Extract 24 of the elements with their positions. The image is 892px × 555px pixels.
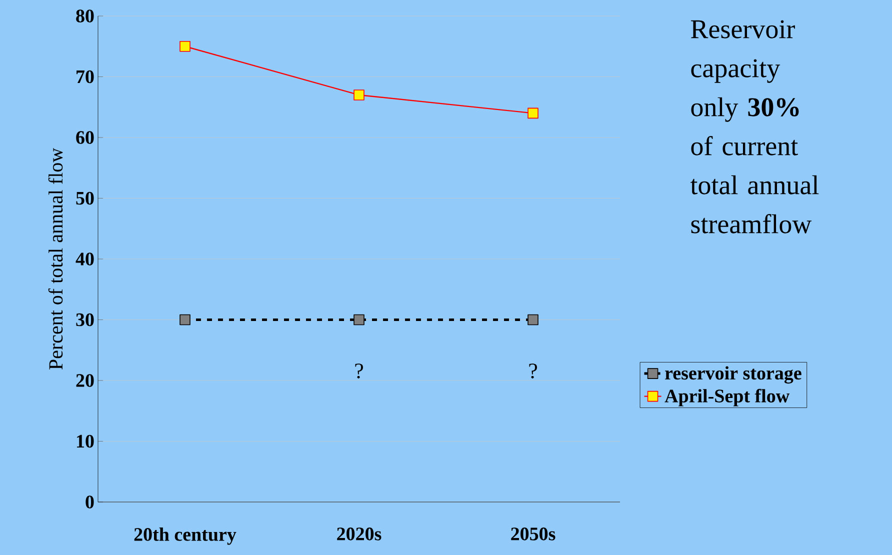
y-tick-label: 50 xyxy=(76,192,94,205)
y-tick-label: 30 xyxy=(76,313,94,326)
point xyxy=(180,40,190,52)
legend-label: April-Sept flow xyxy=(664,388,790,406)
x-tick-label: 20th century xyxy=(134,528,236,545)
x-tick-label: 2050s xyxy=(511,528,556,540)
point xyxy=(180,314,190,326)
y-tick-label: 0 xyxy=(86,496,94,508)
y-axis-title: Percent of total annual flow xyxy=(48,148,63,370)
point xyxy=(528,108,538,119)
point xyxy=(354,314,364,326)
y-tick-label: 60 xyxy=(76,131,94,144)
point xyxy=(354,90,364,100)
point xyxy=(528,314,538,326)
y-tick-label: 70 xyxy=(76,70,94,84)
y-tick-label: 40 xyxy=(76,252,94,266)
y-tick-label: 20 xyxy=(76,374,94,387)
y-tick-label: 10 xyxy=(76,434,94,448)
annotation: ? xyxy=(529,364,537,378)
y-tick-label: 80 xyxy=(76,10,94,22)
legend-label: reservoir storage xyxy=(665,366,802,384)
x-tick-label: 2020s xyxy=(337,528,382,540)
text: Reservoir capacity only 30% of current total annual streamflow xyxy=(690,20,819,234)
annotation: ? xyxy=(355,364,363,378)
